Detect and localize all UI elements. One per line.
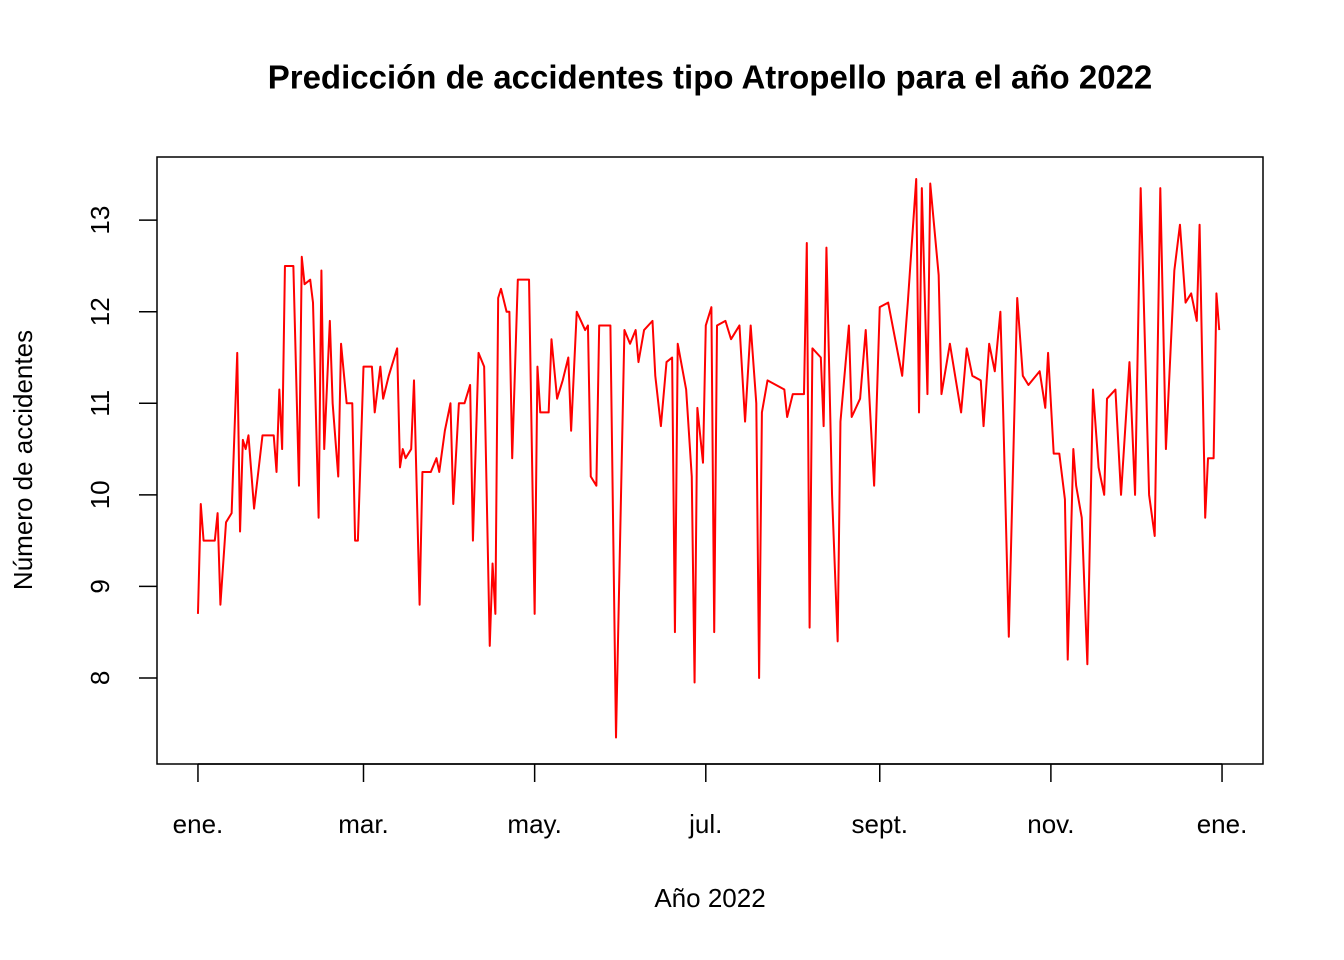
y-tick-label: 8 [85,671,115,685]
x-tick-label: ene. [1197,809,1248,839]
y-tick-label: 13 [85,206,115,235]
x-tick-label: nov. [1027,809,1074,839]
x-tick-label: may. [507,809,561,839]
y-tick-label: 10 [85,480,115,509]
data-line [196,177,1221,739]
x-tick-label: ene. [173,809,224,839]
x-tick-label: sept. [852,809,908,839]
y-tick-label: 12 [85,297,115,326]
x-axis-label: Año 2022 [654,883,765,913]
chart-title: Predicción de accidentes tipo Atropello … [268,59,1153,96]
y-axis-label: Número de accidentes [8,330,38,590]
x-tick-label: jul. [688,809,722,839]
y-tick-label: 11 [85,390,115,417]
y-tick-label: 9 [85,579,115,593]
x-tick-label: mar. [338,809,389,839]
